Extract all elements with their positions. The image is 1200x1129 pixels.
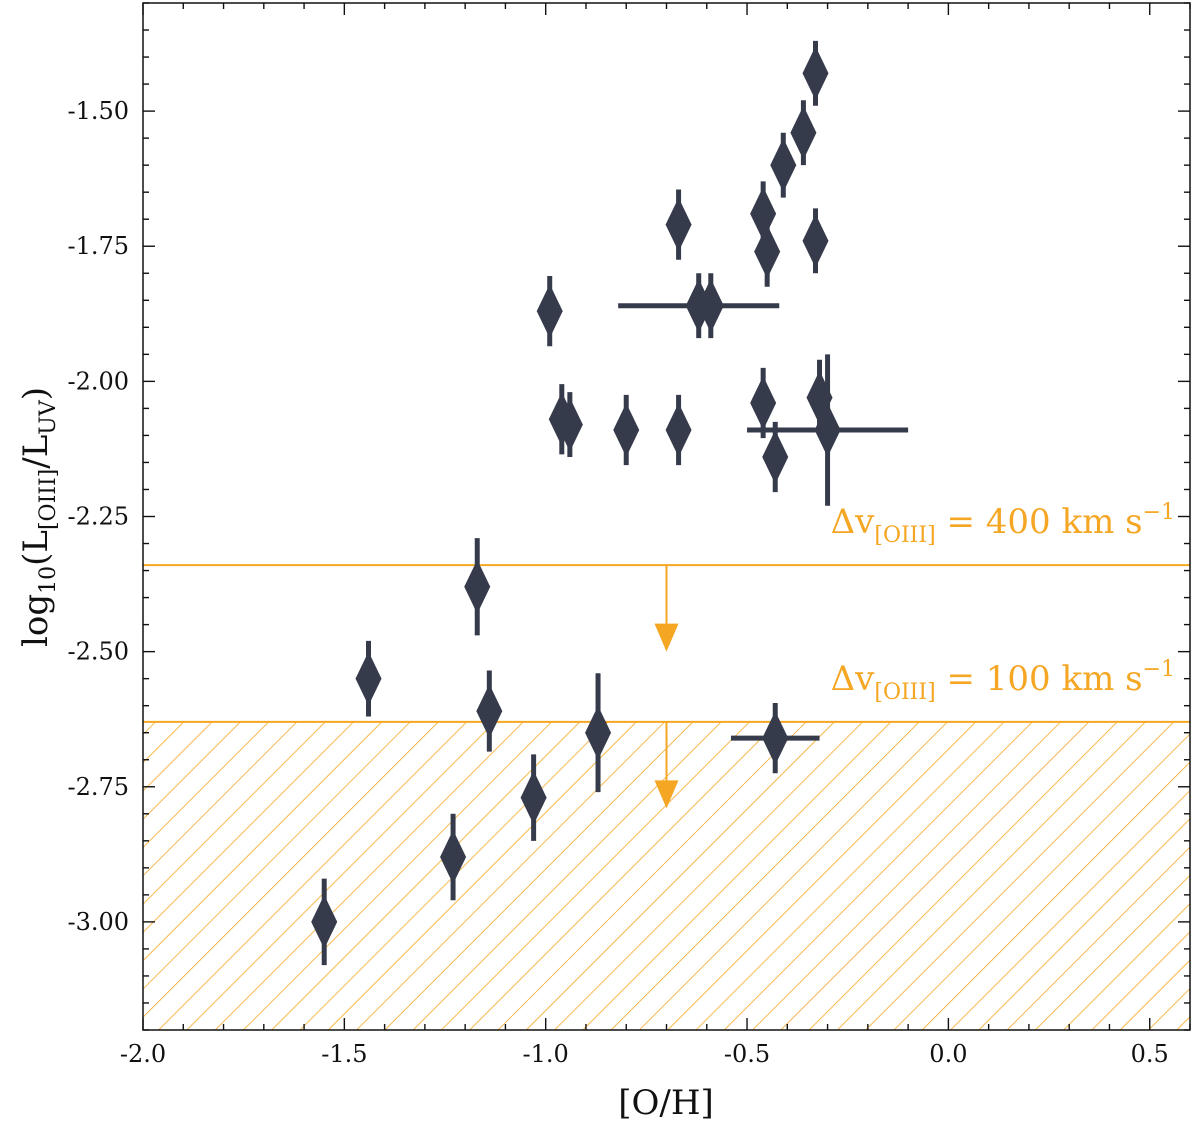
data-point — [730, 702, 820, 774]
data-point — [665, 189, 692, 260]
diamond-marker — [762, 430, 789, 485]
x-tick-label: 0.0 — [929, 1040, 967, 1068]
x-tick-label: -2.0 — [120, 1040, 166, 1068]
data-points — [311, 40, 909, 966]
data-point — [520, 754, 547, 841]
data-point — [476, 670, 503, 752]
data-point — [802, 40, 829, 106]
data-point — [464, 538, 491, 636]
diamond-marker — [802, 213, 829, 268]
data-point — [556, 392, 583, 458]
x-tick-label: 0.5 — [1131, 1040, 1169, 1068]
limit-arrow-head — [654, 623, 679, 652]
x-tick-label: -1.5 — [321, 1040, 367, 1068]
limit-label-400: Δv[OIII] = 400 km s−1 — [831, 500, 1175, 548]
y-label-sub-oiii: [OIII] — [36, 469, 61, 530]
diamond-marker — [585, 705, 612, 760]
diamond-marker — [556, 397, 583, 452]
y-tick-label: -2.00 — [67, 367, 129, 395]
diamond-marker — [665, 403, 692, 458]
y-tick-label: -1.50 — [67, 97, 129, 125]
limit-label-100: Δv[OIII] = 100 km s−1 — [831, 657, 1175, 705]
diamond-marker — [440, 830, 467, 885]
data-point — [665, 394, 692, 466]
data-point — [770, 132, 797, 198]
data-point — [585, 673, 612, 793]
diamond-marker — [311, 894, 338, 949]
diamond-marker — [750, 375, 777, 430]
diamond-marker — [762, 711, 789, 766]
data-point — [355, 640, 382, 717]
diamond-marker — [770, 138, 797, 193]
data-point — [613, 394, 640, 466]
diamond-marker — [750, 186, 777, 241]
diamond-marker — [520, 770, 547, 825]
diamond-marker — [754, 224, 781, 279]
data-point — [750, 367, 777, 439]
axis-ticks: -2.0 -1.5 -1.0 -0.5 0.0 0.5 -3.00 -2.75 -2.50 -2.… — [67, 2, 1191, 1068]
x-tick-label: -0.5 — [724, 1040, 770, 1068]
diamond-marker — [802, 46, 829, 101]
limit-arrow-head — [654, 780, 679, 809]
diamond-marker — [790, 105, 817, 160]
data-point — [754, 216, 781, 287]
data-point — [802, 208, 829, 274]
diamond-marker — [665, 197, 692, 252]
data-point — [697, 273, 724, 339]
y-tick-label: -1.75 — [67, 232, 129, 260]
y-tick-label: -2.75 — [67, 773, 129, 801]
y-label-log: log — [16, 594, 56, 647]
y-label-close: ) — [16, 387, 56, 400]
data-point — [747, 354, 909, 506]
y-label-open: (L — [16, 530, 56, 566]
y-tick-label: -3.00 — [67, 908, 129, 936]
diamond-marker — [476, 684, 503, 739]
y-label-slash: /L — [16, 435, 56, 469]
limit-lines — [143, 564, 1190, 809]
y-label-sub-uv: UV — [36, 399, 61, 435]
y-label-sub10: 10 — [36, 566, 61, 594]
x-tick-label: -1.0 — [523, 1040, 569, 1068]
data-point — [311, 878, 338, 966]
diamond-marker — [697, 278, 724, 333]
data-point — [790, 100, 817, 166]
y-tick-label: -2.25 — [67, 503, 129, 531]
x-axis-label: [O/H] — [618, 1083, 714, 1123]
diamond-marker — [464, 559, 491, 614]
diamond-marker — [355, 651, 382, 706]
y-axis-label: log10(L[OIII]/LUV) — [16, 387, 61, 647]
data-point — [762, 421, 789, 493]
y-tick-label: -2.50 — [67, 638, 129, 666]
data-point — [440, 813, 467, 901]
diamond-marker — [613, 403, 640, 458]
data-point — [536, 275, 563, 347]
diamond-marker — [536, 284, 563, 339]
svg-text:log10(L[OIII]/LUV): log10(L[OIII]/LUV) — [16, 387, 61, 647]
diamond-marker — [814, 403, 841, 458]
